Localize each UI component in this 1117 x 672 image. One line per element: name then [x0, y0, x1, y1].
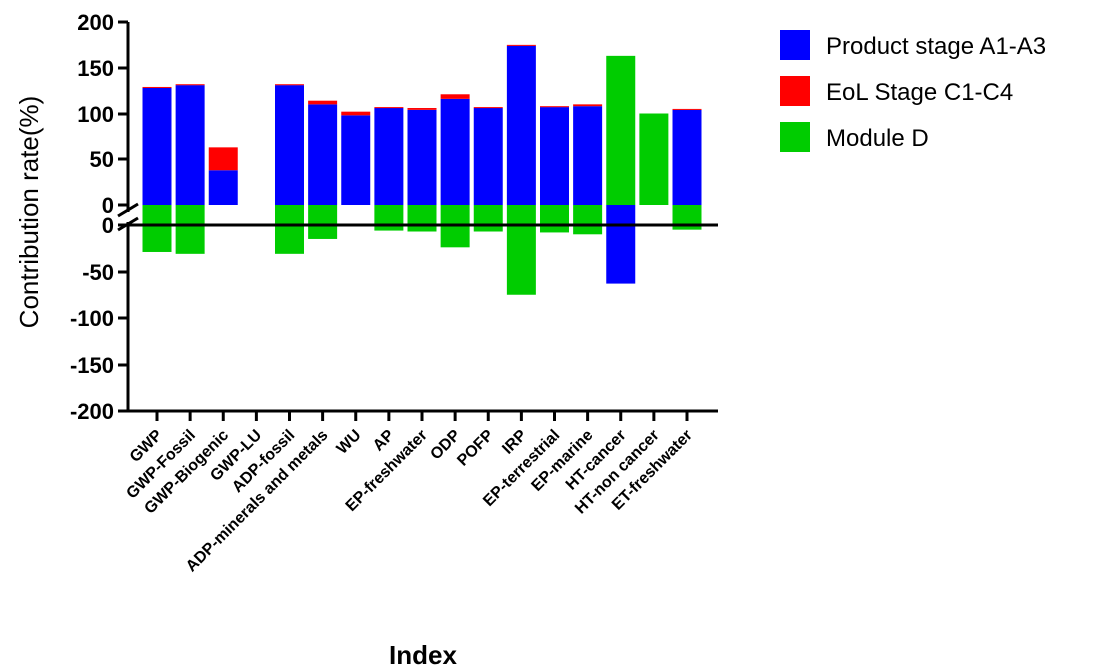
- y-axis-title: Contribution rate(%): [14, 96, 44, 329]
- bar-wu-series-1: [341, 115, 371, 205]
- legend-label: EoL Stage C1-C4: [826, 79, 1013, 106]
- bar-ep-terrestrial-series-1: [540, 107, 569, 205]
- bar-adp-fossil-series-1: [275, 85, 304, 205]
- bar-gwp-series-3: [142, 205, 172, 252]
- bar-ep-marine-series-3: [573, 205, 603, 235]
- y-tick-label: -200: [70, 399, 114, 424]
- bar-ap-series-1: [374, 108, 404, 205]
- bar-ep-terrestrial-series-2: [540, 106, 569, 108]
- x-tick-label: POFP: [454, 427, 497, 470]
- x-ticks-layer: GWPGWP-FossilGWP-BiogenicGWP-LUADP-fossi…: [123, 411, 696, 575]
- legend-label: Module D: [826, 125, 929, 152]
- y-tick-label: 0: [102, 213, 114, 238]
- bar-et-freshwater-series-1: [672, 109, 702, 205]
- bar-ep-marine-series-1: [573, 106, 603, 205]
- bar-gwp-fossil-series-1: [175, 85, 205, 205]
- bar-adp-minerals-and-metals-series-2: [308, 100, 338, 105]
- bars-layer: [142, 44, 702, 295]
- y-tick-label: 200: [77, 10, 114, 35]
- bar-et-freshwater-series-2: [672, 108, 702, 110]
- bar-ht-non-cancer-series-3: [639, 113, 669, 205]
- bar-irp-series-3: [506, 205, 536, 295]
- bar-ap-series-3: [374, 205, 404, 231]
- bar-adp-minerals-and-metals-series-3: [308, 205, 338, 239]
- bar-pofp-series-1: [473, 108, 503, 205]
- bar-ep-terrestrial-series-3: [540, 205, 569, 233]
- bar-ep-freshwater-series-1: [407, 109, 437, 205]
- legend-swatch: [780, 76, 810, 106]
- bar-adp-fossil-series-2: [275, 84, 304, 86]
- bar-pofp-series-2: [473, 107, 503, 109]
- legend-swatch: [780, 30, 810, 60]
- bar-odp-series-1: [440, 98, 470, 205]
- bar-irp-series-1: [506, 45, 536, 205]
- y-tick-label: 100: [77, 102, 114, 127]
- bar-adp-fossil-series-3: [275, 205, 304, 254]
- bar-gwp-fossil-series-2: [175, 84, 205, 86]
- bar-ep-marine-series-2: [573, 104, 603, 107]
- legend-swatch: [780, 122, 810, 152]
- x-axis-title: Index: [389, 640, 457, 670]
- bar-irp-series-2: [506, 44, 536, 46]
- bar-gwp-series-2: [142, 86, 172, 88]
- bar-pofp-series-3: [473, 205, 503, 232]
- legend-label: Product stage A1-A3: [826, 33, 1046, 60]
- bar-wu-series-2: [341, 111, 371, 116]
- bar-ht-cancer-series-1: [606, 205, 636, 284]
- bar-adp-minerals-and-metals-series-1: [308, 104, 338, 205]
- x-tick-label: AP: [370, 427, 398, 455]
- y-tick-label: 150: [77, 56, 114, 81]
- bar-ep-freshwater-series-2: [407, 108, 437, 110]
- bar-gwp-biogenic-series-2: [208, 147, 238, 171]
- y-tick-label: 50: [90, 147, 114, 172]
- y-tick-label: -50: [82, 260, 114, 285]
- x-tick-label: WU: [334, 427, 365, 458]
- y-tick-label: 0: [102, 193, 114, 218]
- legend: Product stage A1-A3 EoL Stage C1-C4 Module…: [780, 30, 1046, 152]
- y-tick-label: -150: [70, 353, 114, 378]
- bar-ep-freshwater-series-3: [407, 205, 437, 232]
- y-ticks-layer: 200 150 100 50 00 -50 -100 -150 -200: [70, 10, 128, 424]
- axis-break-mark-top: [117, 202, 139, 218]
- bar-odp-series-2: [440, 94, 470, 99]
- bar-gwp-biogenic-series-1: [208, 170, 238, 205]
- bar-ap-series-2: [374, 107, 404, 109]
- y-tick-label: -100: [70, 306, 114, 331]
- bar-gwp-fossil-series-3: [175, 205, 205, 254]
- bar-ht-cancer-series-3: [606, 55, 636, 206]
- bar-gwp-series-1: [142, 87, 172, 205]
